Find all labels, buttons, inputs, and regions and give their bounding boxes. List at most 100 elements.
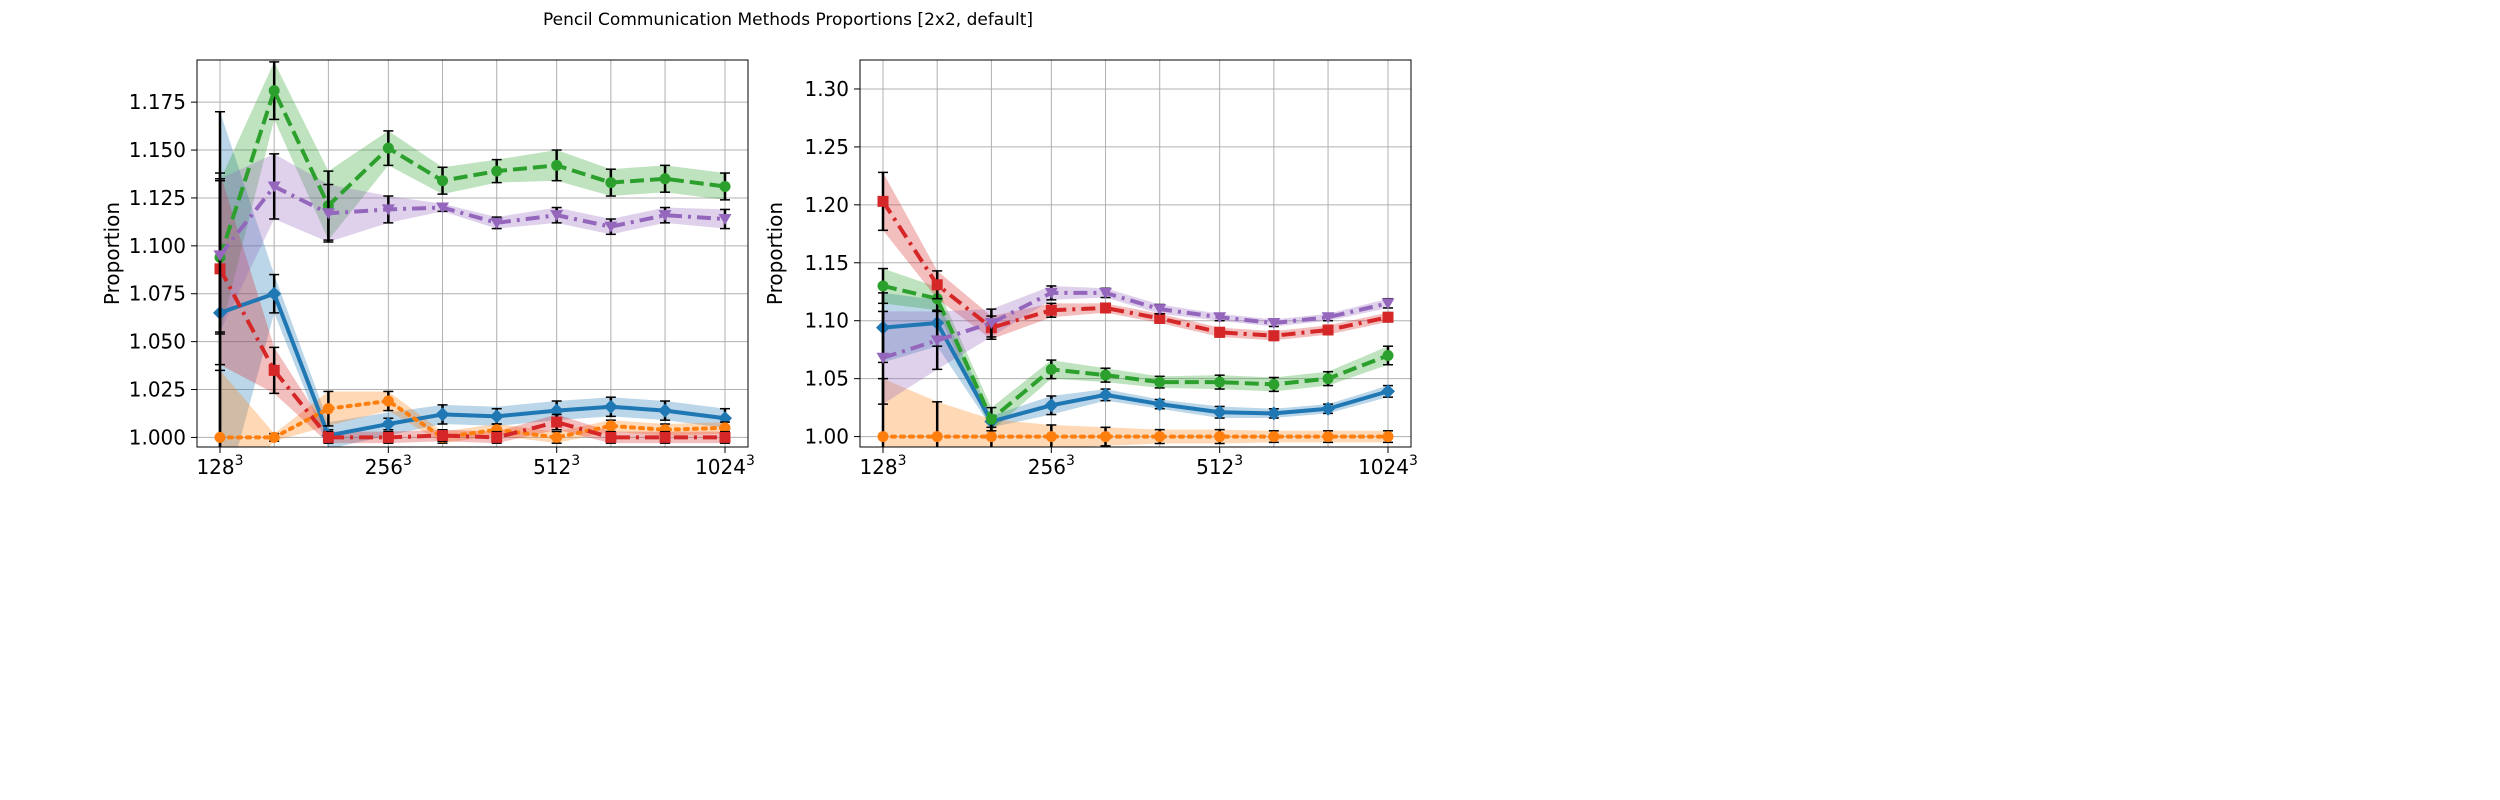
chart-2-series-5-marker-7 <box>1267 318 1281 330</box>
chart-1-series-1-line <box>219 291 726 438</box>
chart-1-ytick-label-6: 1.150 <box>129 138 186 162</box>
chart-2-ylabel: Proportion <box>763 202 787 305</box>
chart-1: 1.000 1.025 1.050 1.075 1.100 1.125 1.150 1.175… <box>100 59 755 479</box>
chart-1-ylabel: Proportion <box>100 202 124 305</box>
chart-1-series-5-marker-7 <box>604 221 618 233</box>
chart-2-series-4-marker-9 <box>1382 311 1394 323</box>
chart-1-series-2-marker-0 <box>214 431 226 443</box>
chart-2-series-4-marker-3 <box>1045 304 1057 316</box>
chart-1-frame <box>196 59 749 448</box>
chart-2-series-3-band <box>883 268 1388 431</box>
chart-2-series-1-marker-3 <box>1044 398 1059 413</box>
chart-2-xtick-label-3: 10243 <box>1358 453 1418 479</box>
chart-2-series-2-marker-2 <box>985 431 997 443</box>
chart-2-series-4-marker-6 <box>1214 326 1226 338</box>
chart-2-series-5-marker-5 <box>1153 304 1167 316</box>
chart-2-series-2-marker-1 <box>931 431 943 443</box>
chart-1-ytick-label-5: 1.125 <box>129 186 186 210</box>
chart-2-series-1-marker-6 <box>1212 405 1227 420</box>
chart-2-series-5-line <box>882 290 1389 360</box>
chart-1-series-1-marker-7 <box>603 399 618 414</box>
chart-1-series-1-marker-3 <box>381 417 396 432</box>
chart-2-series-5-marker-0 <box>876 352 890 364</box>
chart-1-series-2-marker-1 <box>268 431 280 443</box>
chart-1-series-4-line <box>218 267 725 440</box>
chart-2-series-2-marker-0 <box>877 431 889 443</box>
chart-2-series-2-marker-8 <box>1322 431 1334 443</box>
chart-1-series-3-line <box>218 88 726 258</box>
chart-2-series-3-line <box>882 283 1389 422</box>
chart-1-ytick-label-2: 1.050 <box>129 330 186 354</box>
chart-1-ytick-label-1: 1.025 <box>129 378 186 402</box>
chart-2-ytick-label-6: 1.30 <box>804 77 849 101</box>
chart-2-series-4-marker-0 <box>877 195 889 207</box>
chart-1-series-2-marker-3 <box>382 395 394 407</box>
chart-1-series-4-marker-8 <box>659 431 671 443</box>
chart-2-series-3-marker-0 <box>877 280 889 292</box>
chart-1-series-5-marker-8 <box>658 210 672 222</box>
chart-1-series-4-marker-6 <box>551 416 563 428</box>
chart-2-series-5-marker-6 <box>1213 312 1227 324</box>
chart-1-series-4-marker-3 <box>382 431 394 443</box>
chart-1-series-5-marker-0 <box>213 250 227 262</box>
chart-2-series-3-marker-6 <box>1214 376 1226 388</box>
chart-2-xtick-label-1: 2563 <box>1028 453 1075 479</box>
chart-1-ytick-label-4: 1.100 <box>129 234 186 258</box>
chart-1-series-3-marker-9 <box>719 180 731 192</box>
chart-2-ytick-label-4: 1.20 <box>804 193 849 217</box>
chart-1-series-4-marker-5 <box>491 431 503 443</box>
chart-2-series-2-marker-7 <box>1268 431 1280 443</box>
chart-2-series-4-line <box>881 200 1389 338</box>
chart-2-series-5-band <box>883 285 1388 405</box>
chart-1-series-3-marker-7 <box>605 177 617 189</box>
chart-1-series-4-marker-4 <box>437 430 449 442</box>
chart-2-series-3-marker-8 <box>1322 373 1334 385</box>
chart-2-ytick-label-1: 1.05 <box>804 367 849 391</box>
chart-2-ytick-label-5: 1.25 <box>804 135 849 159</box>
chart-1-xtick-label-1: 2563 <box>365 453 412 479</box>
chart-2-series-4-marker-4 <box>1100 302 1112 314</box>
chart-2-series-4-marker-8 <box>1322 324 1334 336</box>
chart-1-series-5-marker-4 <box>436 202 450 214</box>
chart-2: 1.00 1.05 1.10 1.15 1.20 1.25 1.30 1283 2563 5123… <box>763 59 1418 479</box>
chart-2-series-1-marker-7 <box>1266 406 1281 421</box>
chart-2-frame <box>859 59 1412 448</box>
chart-1-series-5-marker-3 <box>381 204 395 216</box>
chart-1-series-3-marker-6 <box>551 159 563 171</box>
chart-2-series-5-marker-3 <box>1044 287 1058 299</box>
chart-1-series-1-marker-1 <box>267 286 282 301</box>
chart-2-series-4-marker-7 <box>1268 330 1280 342</box>
chart-1-series-5-marker-9 <box>718 214 732 226</box>
chart-1-series-3-marker-3 <box>382 142 394 154</box>
figure-title: Pencil Communication Methods Proportions… <box>542 10 1034 30</box>
chart-2-plot-area <box>876 171 1395 447</box>
chart-1-series-4-marker-1 <box>268 364 280 376</box>
chart-2-series-5-marker-2 <box>984 318 998 330</box>
chart-1-plot-area <box>213 61 732 447</box>
chart-2-series-5-marker-8 <box>1321 312 1335 324</box>
chart-2-series-1-marker-5 <box>1152 397 1167 412</box>
chart-1-ytick-label-0: 1.000 <box>129 425 186 449</box>
chart-1-series-5-marker-6 <box>550 210 564 222</box>
chart-2-series-5-marker-9 <box>1381 298 1395 310</box>
chart-1-series-4-marker-2 <box>322 431 334 443</box>
chart-2-series-1-marker-9 <box>1381 384 1395 399</box>
chart-1-series-4-marker-7 <box>605 431 617 443</box>
chart-1-series-2-marker-2 <box>322 403 334 415</box>
chart-1-series-5-band <box>220 153 725 333</box>
chart-1-series-5-marker-5 <box>490 217 504 229</box>
chart-2-series-4-marker-1 <box>931 279 943 291</box>
chart-2-series-1-marker-4 <box>1098 387 1113 402</box>
chart-2-series-2-marker-6 <box>1214 431 1226 443</box>
chart-2-series-3-marker-4 <box>1100 369 1112 381</box>
chart-1-series-5-marker-2 <box>321 208 335 220</box>
chart-2-xtick-label-0: 1283 <box>859 453 906 479</box>
chart-2-series-5-marker-1 <box>930 335 944 347</box>
chart-2-ytick-label-2: 1.10 <box>804 309 849 333</box>
chart-1-ytick-label-3: 1.075 <box>129 282 186 306</box>
chart-2-series-2-band <box>883 378 1388 447</box>
chart-1-series-3-marker-8 <box>659 173 671 185</box>
chart-1-series-1-marker-8 <box>658 403 673 418</box>
